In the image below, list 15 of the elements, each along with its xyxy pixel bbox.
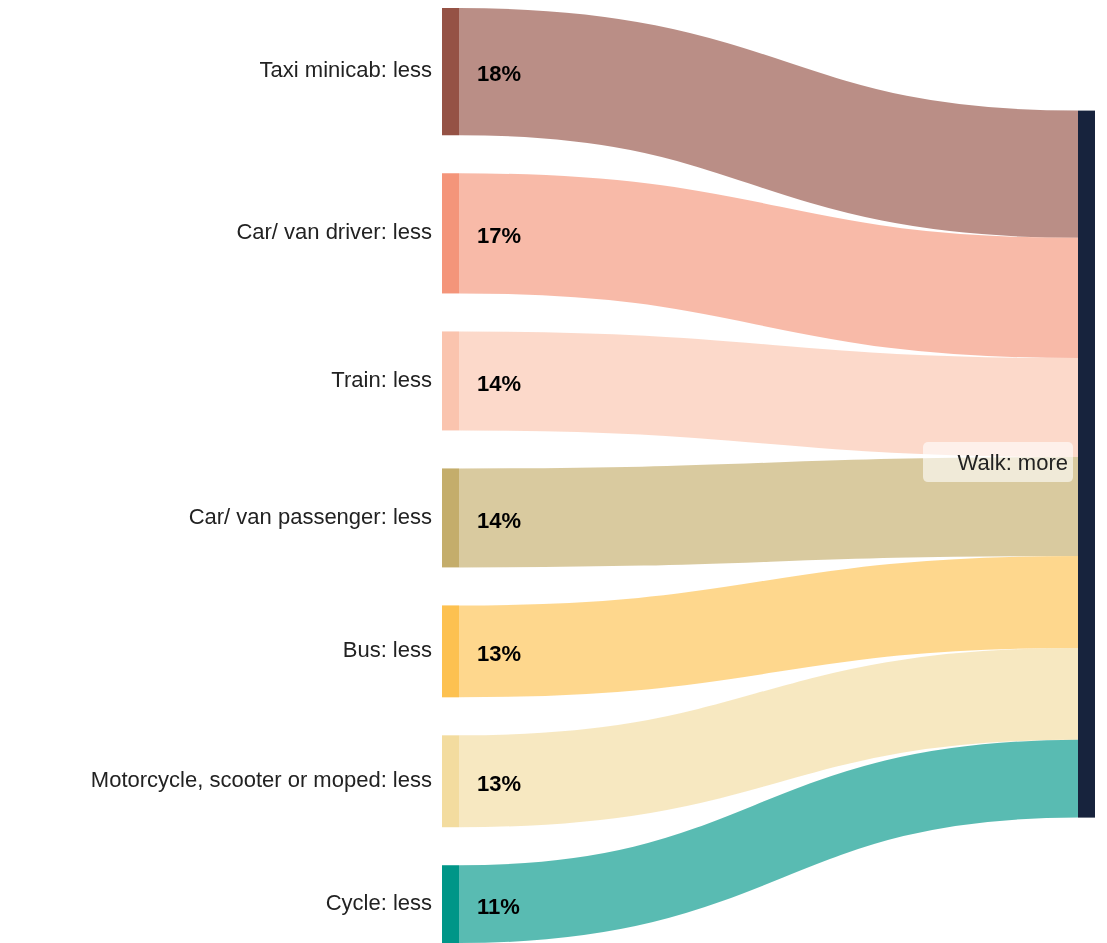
- category-label: Train: less: [331, 366, 432, 392]
- data-label: 11%: [477, 893, 520, 919]
- data-label: 14%: [477, 507, 522, 533]
- data-label: 13%: [477, 641, 522, 667]
- category-label: Bus: less: [342, 637, 432, 663]
- data-label: 13%: [477, 771, 522, 797]
- category-label: Taxi minicab: less: [259, 57, 432, 83]
- data-label: 17%: [477, 223, 522, 249]
- legend-label: Walk: more: [957, 449, 1068, 475]
- category-label: Cycle: less: [325, 889, 432, 915]
- data-label: 14%: [477, 370, 522, 396]
- category-label: Motorcycle, scooter or moped: less: [90, 767, 432, 793]
- data-label: 18%: [477, 61, 522, 87]
- category-label: Car/ van driver: less: [236, 219, 432, 245]
- category-label: Car/ van passenger: less: [188, 503, 432, 529]
